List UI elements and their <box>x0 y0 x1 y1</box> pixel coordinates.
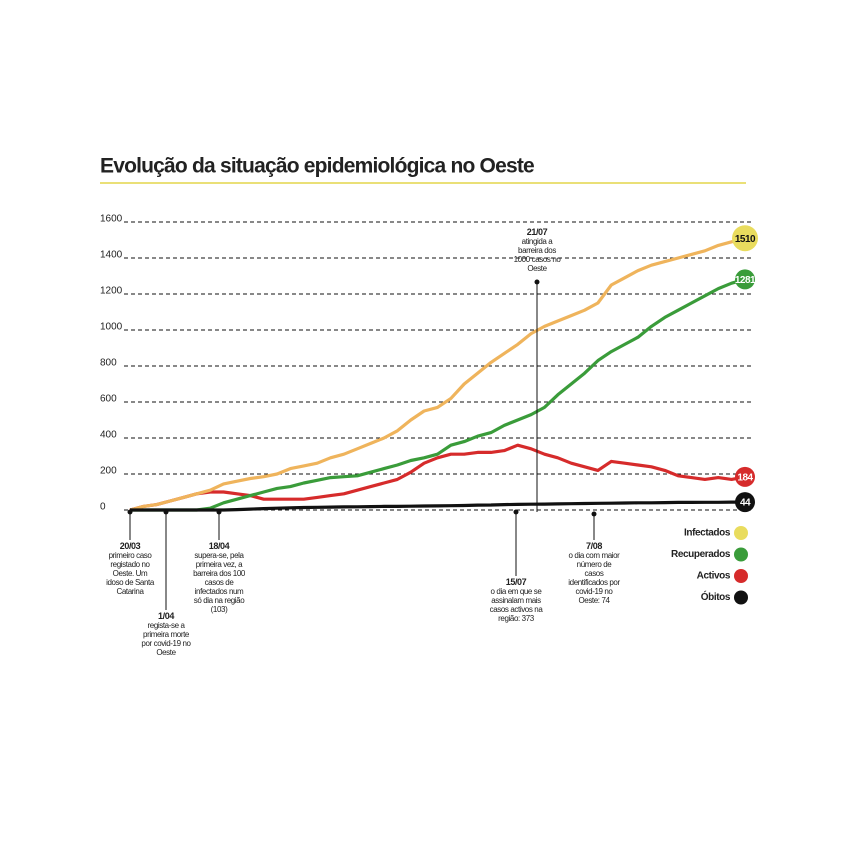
end-marker <box>735 466 755 487</box>
legend-label: Infectados <box>684 528 731 539</box>
annotation-text: supera-se, pela primeira vez, a barreira… <box>193 551 245 614</box>
annotation-text: primeiro caso registado no Oeste. Um ido… <box>106 551 154 596</box>
annotation-date: 1/04 <box>158 611 174 621</box>
y-tick-label: 800 <box>100 358 117 369</box>
y-tick-label: 1000 <box>100 322 123 333</box>
y-tick-label: 400 <box>100 430 117 441</box>
y-tick-label: 200 <box>100 466 117 477</box>
legend-marker <box>734 526 748 540</box>
annotation: 15/07 o dia em que se assinalam mais caso… <box>488 577 544 624</box>
y-tick-label: 1600 <box>100 214 123 225</box>
annotation-text: atingida a barreira dos 1000 casos no Oe… <box>513 237 561 273</box>
annotation: 20/03 primeiro caso registado no Oeste. U… <box>106 541 154 597</box>
legend-marker <box>734 547 748 562</box>
series-line <box>129 443 746 512</box>
annotation-date: 20/03 <box>119 541 141 551</box>
legend-label: Activos <box>697 571 731 582</box>
annotation-dot <box>534 279 540 285</box>
end-label: 1281 <box>735 275 756 286</box>
annotation: 7/08 o dia com maior número de casos iden… <box>568 541 620 606</box>
y-tick-label: 1400 <box>100 250 123 261</box>
chart-title: Evolução da situação epidemiológica no O… <box>100 155 534 178</box>
end-label: 44 <box>740 498 751 509</box>
annotation-text: o dia em que se assinalam mais casos act… <box>489 587 543 623</box>
annotation-dot <box>591 511 597 517</box>
annotation-date: 21/07 <box>526 227 548 237</box>
annotation: 18/04 supera-se, pela primeira vez, a bar… <box>193 541 245 615</box>
series-line <box>129 236 746 512</box>
annotation-dot <box>163 509 169 515</box>
legend-marker <box>734 569 748 583</box>
legend-label: Óbitos <box>701 590 731 603</box>
annotation-date: 15/07 <box>505 577 527 587</box>
end-label: 1510 <box>735 234 756 245</box>
legend-label: Recuperados <box>671 549 731 560</box>
y-tick-label: 1200 <box>100 286 123 297</box>
end-marker <box>732 225 758 252</box>
annotation-date: 7/08 <box>586 541 602 551</box>
annotation-text: o dia com maior número de casos identifi… <box>568 551 620 605</box>
end-label: 184 <box>737 473 753 484</box>
legend-marker <box>734 590 748 605</box>
y-tick-label: 600 <box>100 394 117 405</box>
annotation: 21/07 atingida a barreira dos 1000 casos … <box>512 227 562 274</box>
annotation-dot <box>513 509 519 515</box>
annotation: 1/04 regista-se a primeira morte por covi… <box>141 611 191 658</box>
series-line <box>130 500 745 512</box>
y-tick-label: 0 <box>100 502 106 513</box>
end-marker <box>735 492 755 513</box>
series-line <box>130 277 746 512</box>
annotation-dot <box>216 509 222 515</box>
annotation-date: 18/04 <box>208 541 230 551</box>
annotation-text: regista-se a primeira morte por covid-19… <box>141 621 191 657</box>
end-marker <box>735 269 755 290</box>
annotation-dot <box>127 509 133 515</box>
